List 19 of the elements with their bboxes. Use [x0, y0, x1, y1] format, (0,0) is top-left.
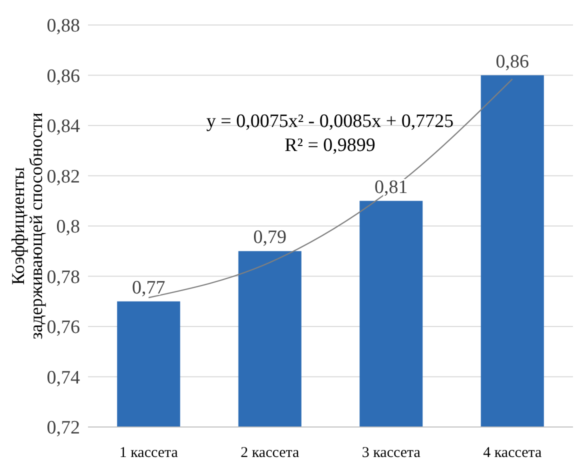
y-axis-title: Коэффициенты задерживающей способности: [8, 112, 46, 340]
y-tick-label: 0,88: [46, 16, 80, 37]
y-tick-label: 0,8: [56, 216, 80, 238]
y-tick-label: 0,82: [46, 166, 80, 188]
y-tick-label: 0,78: [46, 266, 80, 288]
y-tick-label: 0,86: [46, 66, 80, 87]
x-tick-label: 1 кассета: [119, 445, 178, 461]
annotation: y = 0,0075x² - 0,0085x + 0,7725: [206, 111, 454, 132]
data-label: 0,86: [496, 51, 529, 72]
y-tick-label: 0,76: [46, 317, 80, 338]
data-label: 0,79: [253, 227, 286, 248]
x-tick-label: 4 кассета: [483, 445, 542, 461]
y-tick-label: 0,74: [46, 367, 80, 388]
x-tick-label: 3 кассета: [362, 445, 421, 461]
data-label: 0,77: [132, 277, 166, 298]
y-tick-label: 0,84: [46, 116, 80, 138]
y-tick-label: 0,72: [46, 418, 80, 439]
x-tick-label: 2 кассета: [240, 445, 300, 461]
annotation: R² = 0,9899: [284, 135, 376, 156]
